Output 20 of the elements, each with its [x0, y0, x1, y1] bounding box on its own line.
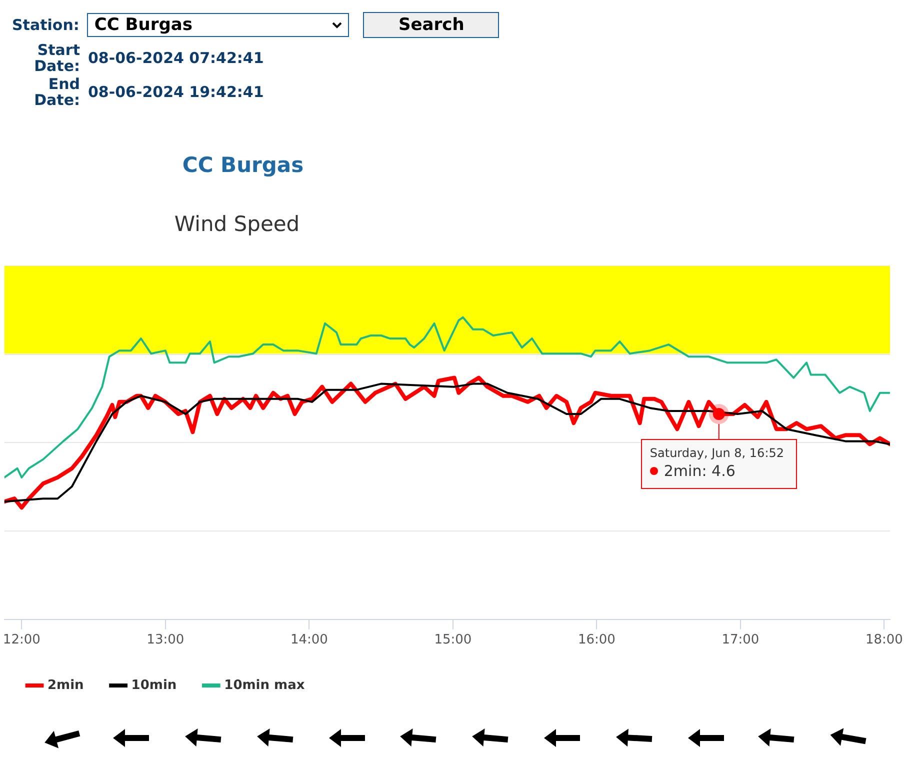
x-tick-label: 12:00: [2, 632, 40, 648]
legend-label: 10min: [131, 678, 177, 693]
x-tick-label: 14:00: [290, 632, 328, 648]
x-tick-label: 17:00: [722, 632, 760, 648]
legend-label: 10min max: [224, 678, 306, 693]
text: CC Burgas: [94, 15, 192, 35]
x-tick-label: 18:00: [865, 632, 903, 648]
text: Search: [363, 12, 500, 38]
x-tick-label: 15:00: [434, 632, 472, 648]
chart-subtitle: Wind Speed: [173, 212, 301, 236]
text: End Date:: [33, 75, 80, 109]
x-tick-label: 13:00: [146, 632, 184, 648]
text: Station:: [12, 16, 80, 34]
legend-label: 2min: [48, 678, 84, 693]
chart-title: CC Burgas: [181, 153, 305, 177]
x-tick-label: 16:00: [578, 632, 616, 648]
text: Start Date:: [33, 41, 80, 75]
text: 08-06-2024 19:42:41: [88, 83, 264, 101]
annotation: Saturday, Jun 8, 16:52 2min: 4.6: [650, 445, 784, 482]
text: 08-06-2024 07:42:41: [88, 49, 264, 67]
